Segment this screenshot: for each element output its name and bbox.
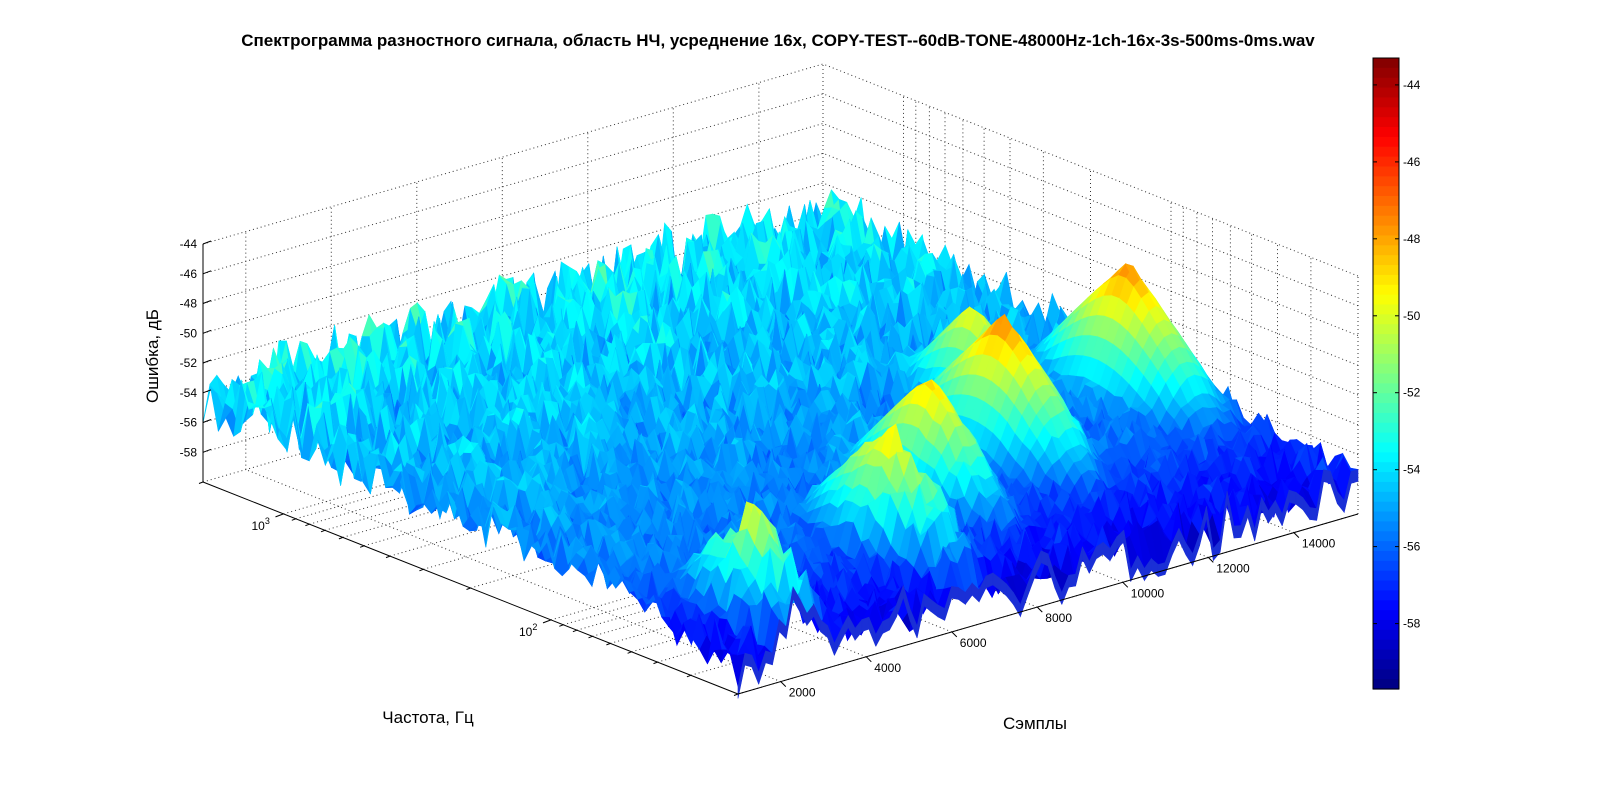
chart-title: Спектрограмма разностного сигнала, облас…	[241, 31, 1315, 50]
grid-line	[202, 63, 824, 245]
surface-plot	[202, 189, 1359, 699]
